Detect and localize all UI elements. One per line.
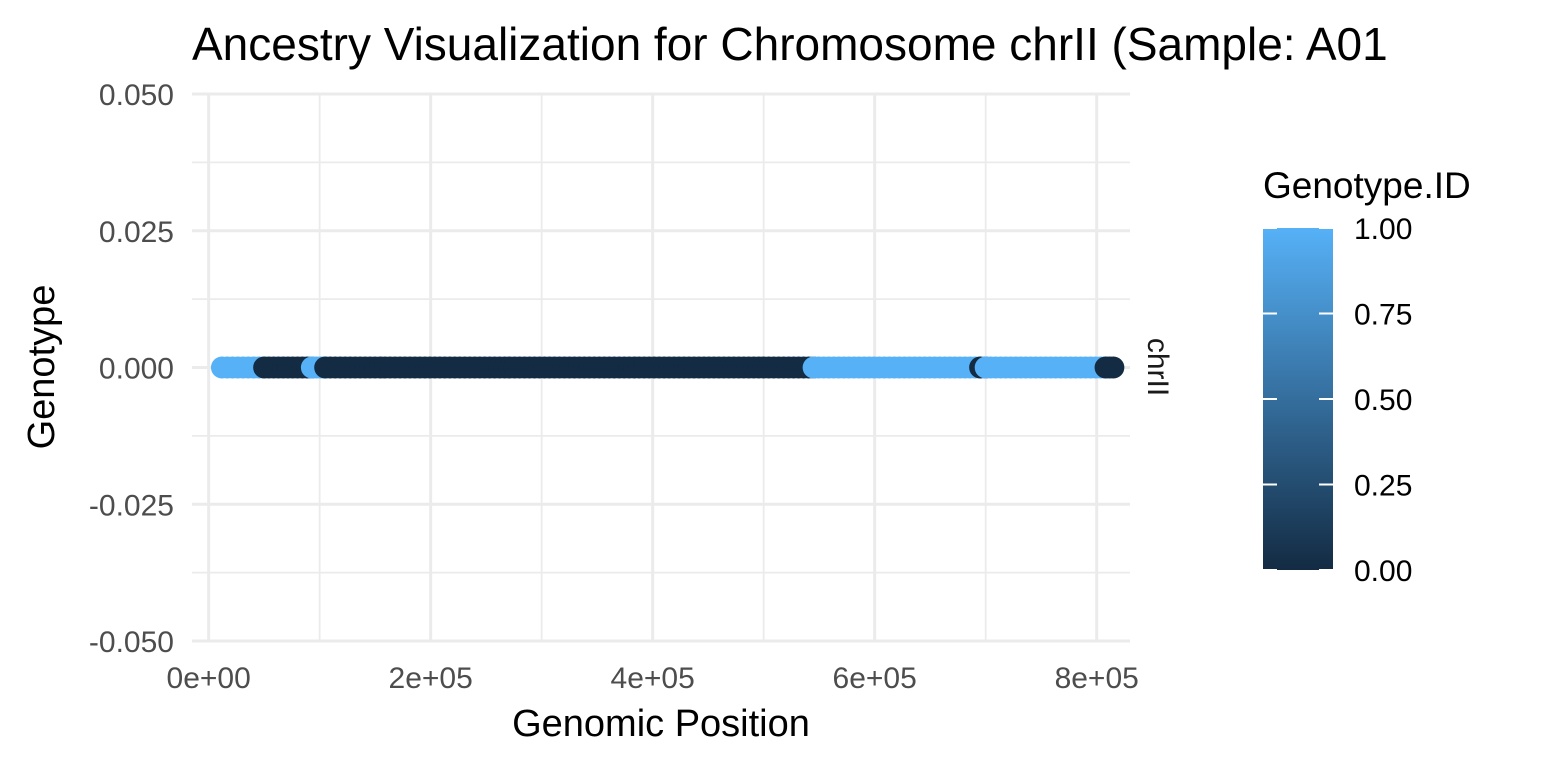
colorbar-label: 0.25 [1354,470,1412,503]
genotype-segment [1094,356,1125,379]
x-tick-label: 2e+05 [389,662,473,695]
colorbar-ticks: 1.00 0.75 0.50 0.25 0.00 [1263,213,1412,588]
x-tick-label: 0e+00 [167,662,251,695]
y-tick-label: 0.025 [99,216,174,249]
genotype-segment [802,356,992,379]
colorbar-label: 0.50 [1354,384,1412,417]
colorbar-label: 1.00 [1354,213,1412,246]
y-tick-label: 0.000 [99,353,174,386]
x-axis-tick-labels: 0e+00 2e+05 4e+05 6e+05 8e+05 [167,662,1139,695]
data-point [1102,356,1125,379]
color-legend: Genotype.ID 1.00 0.75 0.50 0.25 0.00 [1263,165,1471,588]
x-tick-label: 8e+05 [1055,662,1139,695]
x-tick-label: 6e+05 [833,662,917,695]
y-tick-label: -0.025 [89,489,174,522]
data-points [210,356,1125,379]
y-axis-title: Genotype [21,285,63,450]
x-axis-title: Genomic Position [512,703,810,745]
legend-title: Genotype.ID [1263,165,1471,206]
x-tick-label: 4e+05 [611,662,695,695]
genotype-segment [314,356,825,379]
y-tick-label: 0.050 [99,79,174,112]
colorbar-label: 0.75 [1354,299,1412,332]
y-axis-tick-labels: 0.050 0.025 0.000 -0.025 -0.050 [89,79,174,659]
colorbar-label: 0.00 [1354,555,1412,588]
chart-title: Ancestry Visualization for Chromosome ch… [192,18,1388,70]
facet-strip-label: chrII [1141,338,1174,396]
y-tick-label: -0.050 [89,626,174,659]
